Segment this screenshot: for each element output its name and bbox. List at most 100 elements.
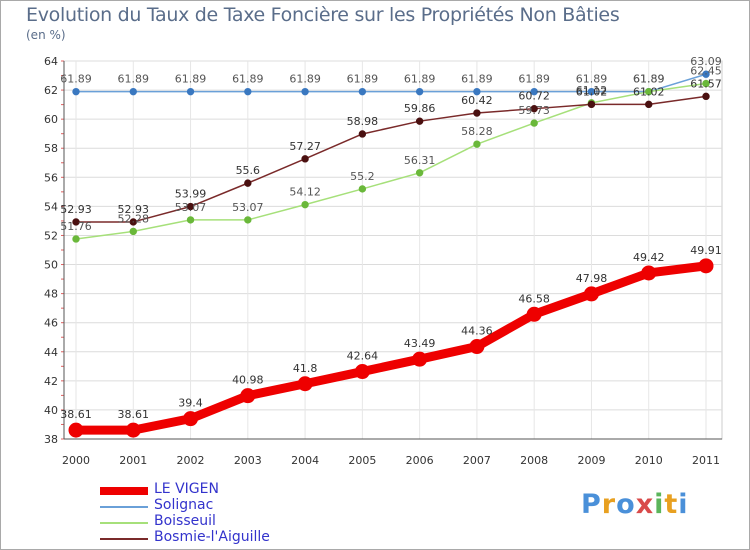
- data-label: 55.2: [350, 170, 375, 183]
- data-point: [186, 202, 195, 211]
- data-label: 59.86: [404, 102, 436, 115]
- data-point: [702, 79, 710, 88]
- data-label: 46.58: [518, 292, 550, 305]
- data-point: [415, 87, 424, 96]
- data-point: [186, 216, 195, 224]
- data-label: 63.09: [690, 55, 722, 68]
- data-point: [583, 286, 599, 302]
- data-label: 38.61: [118, 408, 150, 421]
- data-point: [72, 235, 80, 243]
- data-label: 61.89: [289, 73, 321, 86]
- legend-label: Boisseuil: [154, 513, 216, 529]
- data-point: [244, 87, 252, 96]
- data-point: [301, 87, 309, 96]
- y-tick-label: 42: [44, 375, 58, 388]
- data-label: 41.8: [293, 362, 318, 375]
- proxiti-logo: Proxiti: [581, 489, 689, 520]
- data-label: 49.42: [633, 251, 665, 264]
- data-label: 55.6: [236, 164, 261, 177]
- legend-swatch: [100, 487, 148, 495]
- data-label: 53.99: [175, 188, 207, 201]
- data-point: [645, 100, 653, 109]
- data-label: 61.89: [175, 73, 207, 86]
- x-tick-label: 2002: [177, 454, 205, 467]
- data-label: 61.89: [518, 73, 550, 86]
- data-point: [129, 218, 137, 226]
- logo-letter: i: [678, 489, 689, 520]
- data-point: [473, 140, 481, 148]
- x-tick-label: 2004: [291, 454, 319, 467]
- y-tick-label: 48: [44, 288, 58, 301]
- data-point: [473, 87, 481, 96]
- data-point: [530, 87, 538, 96]
- x-tick-label: 2007: [463, 454, 491, 467]
- data-label: 60.72: [518, 90, 550, 103]
- data-label: 51.76: [60, 220, 92, 233]
- data-label: 61.89: [404, 73, 436, 86]
- legend-swatch: [100, 538, 148, 540]
- data-point: [129, 87, 137, 96]
- y-unit-label: (en %): [26, 28, 66, 42]
- data-label: 61.57: [690, 77, 722, 90]
- legend-label: Solignac: [154, 497, 214, 513]
- data-point: [301, 200, 309, 209]
- data-point: [645, 87, 653, 96]
- data-label: 43.49: [404, 337, 436, 350]
- data-point: [183, 411, 199, 427]
- data-label: 44.36: [461, 325, 493, 338]
- x-tick-label: 2003: [234, 454, 262, 467]
- data-point: [698, 258, 714, 274]
- series-line: [75, 95, 707, 223]
- data-point: [301, 155, 309, 163]
- series-bosmie-l-aiguille: [72, 92, 710, 226]
- data-point: [702, 92, 710, 101]
- data-label: 56.31: [404, 154, 436, 167]
- series-line: [75, 82, 707, 240]
- data-label: 61.02: [576, 85, 608, 98]
- grid: [63, 60, 723, 440]
- series-line: [75, 73, 707, 93]
- series-le-vigen: [68, 258, 714, 438]
- data-point: [530, 119, 538, 127]
- data-label: 42.64: [347, 350, 379, 363]
- legend-swatch: [100, 506, 148, 508]
- legend-label: Bosmie-l'Aiguille: [154, 529, 270, 545]
- data-label: 40.98: [232, 374, 264, 387]
- legend-swatch: [100, 522, 148, 524]
- series-solignac: [72, 70, 710, 96]
- data-label: 59.73: [518, 104, 550, 117]
- x-tick-label: 2005: [348, 454, 376, 467]
- data-label: 61.12: [576, 84, 608, 97]
- chart-title: Evolution du Taux de Taxe Foncière sur l…: [26, 4, 620, 26]
- y-tick-label: 54: [44, 200, 58, 213]
- series-layer: [68, 70, 714, 438]
- y-tick-label: 56: [44, 171, 58, 184]
- data-label: 61.89: [633, 73, 665, 86]
- logo-letter: r: [601, 489, 617, 520]
- y-tick-label: 38: [44, 433, 58, 446]
- data-label: 58.98: [347, 115, 379, 128]
- data-point: [702, 70, 710, 78]
- data-point: [587, 87, 596, 96]
- data-point: [587, 100, 596, 109]
- y-tick-label: 50: [44, 259, 58, 272]
- data-label: 39.4: [178, 397, 203, 410]
- data-label: 58.28: [461, 125, 493, 138]
- data-point: [244, 216, 252, 224]
- axes: 38 40 42 44 46 48 50 52 54 56 58 60 62 64 2000 2001 2002…: [44, 55, 722, 467]
- y-tick-label: 52: [44, 229, 58, 242]
- data-point: [354, 364, 370, 380]
- data-point: [526, 306, 542, 322]
- legend-item: Boisseuil: [100, 513, 360, 531]
- y-tick-label: 62: [44, 84, 58, 97]
- legend-item: Bosmie-l'Aiguille: [100, 529, 360, 547]
- y-tick-label: 58: [44, 142, 58, 155]
- y-tick-label: 40: [44, 404, 58, 417]
- x-tick-label: 2011: [692, 454, 720, 467]
- x-tick-label: 2001: [119, 454, 147, 467]
- data-label: 61.89: [633, 73, 665, 86]
- data-point: [297, 376, 313, 392]
- logo-letter: o: [616, 489, 636, 520]
- data-label: 38.61: [60, 408, 92, 421]
- data-label: 60.42: [461, 94, 493, 107]
